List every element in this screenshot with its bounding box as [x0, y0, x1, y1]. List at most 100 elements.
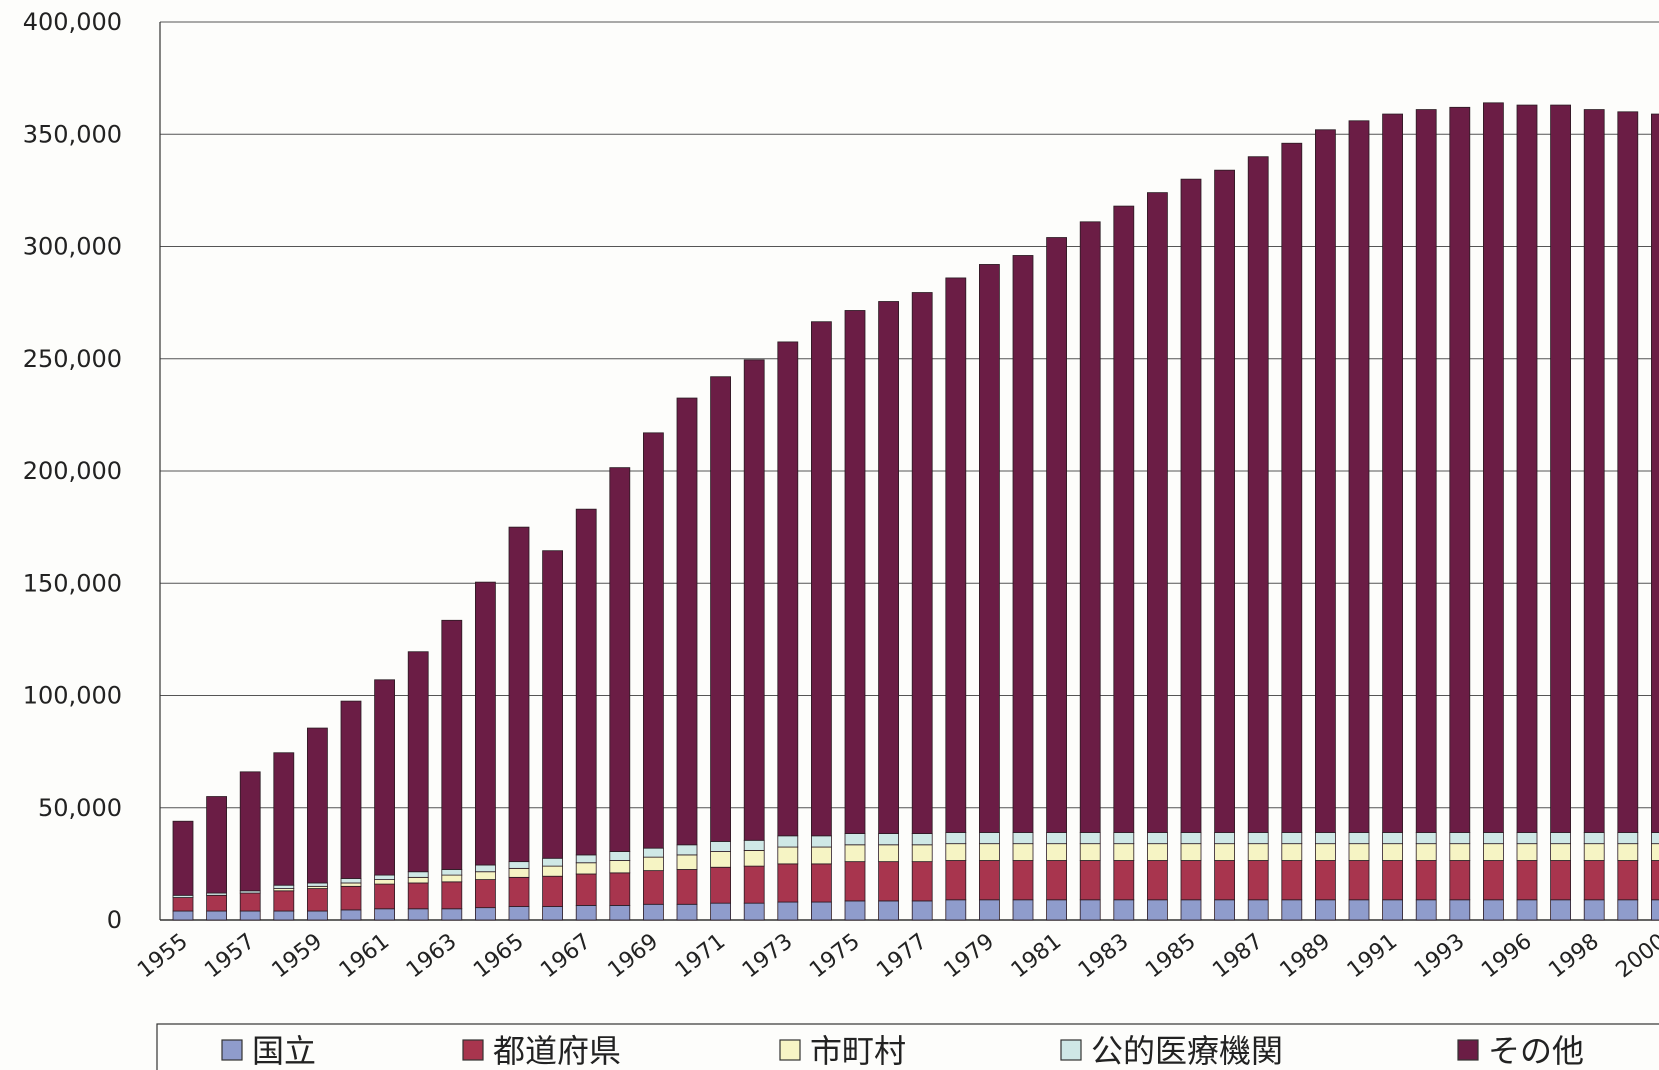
bar-segment-1994-s3	[1483, 832, 1504, 845]
bar-segment-1966-s2	[542, 865, 563, 877]
bar-segment-2000-s2	[1651, 843, 1659, 861]
bar-segment-1974-s1	[811, 863, 832, 903]
bar-segment-1965-s1	[508, 876, 530, 907]
bar-segment-1976-s3	[878, 833, 899, 846]
bar-segment-1977-s4	[911, 292, 933, 834]
bar-segment-1969-s1	[643, 870, 664, 905]
bar-segment-1970-s3	[676, 844, 698, 856]
bar-segment-1978-s0	[945, 899, 967, 921]
bar-segment-2000-s0	[1651, 899, 1659, 921]
bar-segment-1961-s0	[374, 908, 396, 921]
bar-segment-1958-s4	[273, 752, 295, 886]
bar-segment-1990-s2	[1348, 843, 1370, 861]
bar-segment-1990-s1	[1348, 860, 1370, 901]
bar-segment-1982-s2	[1079, 843, 1101, 861]
bar-segment-1971-s3	[710, 841, 731, 852]
bar-segment-1985-s1	[1180, 860, 1202, 901]
bar-segment-1981-s3	[1046, 832, 1067, 845]
bar-segment-1998-s2	[1583, 843, 1605, 861]
bar-segment-1960-s2	[340, 882, 362, 887]
bar-segment-1988-s3	[1281, 832, 1303, 845]
bar-segment-1982-s0	[1079, 899, 1101, 921]
bar-segment-1959-s4	[306, 727, 328, 884]
bar-segment-1975-s3	[844, 833, 866, 846]
bar-segment-1982-s4	[1079, 221, 1101, 833]
bar-segment-1992-s3	[1415, 832, 1437, 845]
bar-segment-1970-s1	[676, 869, 698, 905]
bar-segment-1996-s2	[1516, 843, 1538, 861]
bar-segment-1983-s4	[1113, 205, 1135, 833]
bar-segment-1958-s0	[273, 910, 295, 921]
x-tick-label: 1967	[536, 929, 596, 983]
bar-segment-1961-s4	[374, 679, 396, 876]
bar-segment-1999-s0	[1617, 899, 1639, 921]
bar-segment-1996-s1	[1516, 860, 1538, 901]
bar-segment-1977-s1	[911, 861, 933, 902]
bar-segment-1963-s1	[441, 881, 463, 910]
x-tick-label: 1955	[133, 929, 193, 983]
bar-segment-1965-s2	[508, 867, 530, 878]
bar-segment-1955-s0	[172, 910, 194, 921]
bar-segment-1998-s4	[1583, 109, 1605, 833]
bar-segment-1981-s4	[1046, 237, 1067, 833]
x-tick-label: 1963	[402, 929, 462, 983]
bar-segment-1988-s0	[1281, 899, 1303, 921]
x-tick-label: 1987	[1208, 929, 1268, 983]
bar-segment-1981-s1	[1046, 860, 1067, 901]
bar-segment-1986-s3	[1214, 832, 1235, 845]
y-tick-label: 300,000	[23, 233, 122, 261]
y-axis: 0 50,000 100,000 150,000 200,000 250,000 300,0…	[23, 8, 161, 934]
legend-frame	[156, 1023, 1659, 1070]
bar-segment-1997-s2	[1550, 843, 1571, 861]
bar-segment-1974-s0	[811, 901, 832, 921]
bar-segment-1993-s3	[1449, 832, 1471, 845]
bar-segment-1971-s2	[710, 851, 731, 868]
bar-segment-1968-s2	[609, 860, 631, 874]
bar-segment-1965-s0	[508, 906, 530, 921]
bar-segment-1987-s4	[1247, 156, 1269, 833]
legend-label-1: 都道府県	[493, 1032, 621, 1070]
x-tick-label: 1965	[469, 929, 529, 983]
bar-segment-1973-s4	[777, 341, 799, 837]
bar-segment-1959-s3	[306, 882, 328, 887]
bar-segment-1985-s4	[1180, 178, 1202, 833]
bar-segment-1957-s0	[239, 910, 261, 921]
bar-segment-1985-s0	[1180, 899, 1202, 921]
bar-segment-1962-s0	[407, 908, 429, 921]
bar-segment-1962-s3	[407, 871, 429, 878]
bar-segment-1977-s0	[911, 900, 933, 921]
bar-segment-1984-s1	[1147, 860, 1168, 901]
bar-segment-1963-s2	[441, 874, 463, 883]
bar-segment-1999-s1	[1617, 860, 1639, 901]
x-tick-label: 1975	[805, 929, 865, 983]
bar-segment-1987-s0	[1247, 899, 1269, 921]
bar-segment-1989-s1	[1315, 860, 1336, 901]
bar-segment-1968-s4	[609, 467, 631, 852]
bar-segment-1987-s2	[1247, 843, 1269, 861]
bars	[172, 102, 1659, 921]
bar-segment-1984-s2	[1147, 843, 1168, 861]
bar-segment-1988-s1	[1281, 860, 1303, 901]
bar-segment-1999-s2	[1617, 843, 1639, 861]
bar-segment-1999-s4	[1617, 111, 1639, 833]
x-tick-label: 1977	[872, 929, 932, 983]
x-tick-label: 1998	[1544, 929, 1604, 983]
bar-segment-1962-s2	[407, 876, 429, 884]
bar-segment-1967-s4	[575, 508, 597, 856]
bar-segment-1984-s4	[1147, 192, 1168, 833]
bar-segment-1972-s2	[743, 850, 765, 867]
bar-segment-1993-s0	[1449, 899, 1471, 921]
legend-swatch-1	[462, 1039, 484, 1061]
bar-segment-1998-s0	[1583, 899, 1605, 921]
bar-segment-1971-s4	[710, 376, 731, 842]
bar-segment-1973-s0	[777, 901, 799, 921]
bar-segment-1986-s2	[1214, 843, 1235, 861]
bar-segment-1961-s2	[374, 879, 396, 885]
bar-segment-1970-s0	[676, 903, 698, 921]
bar-segment-1975-s2	[844, 844, 866, 863]
x-tick-label: 2000	[1612, 929, 1659, 983]
bar-segment-1997-s1	[1550, 860, 1571, 901]
bar-segment-1971-s0	[710, 902, 731, 921]
bar-segment-1965-s4	[508, 526, 530, 863]
